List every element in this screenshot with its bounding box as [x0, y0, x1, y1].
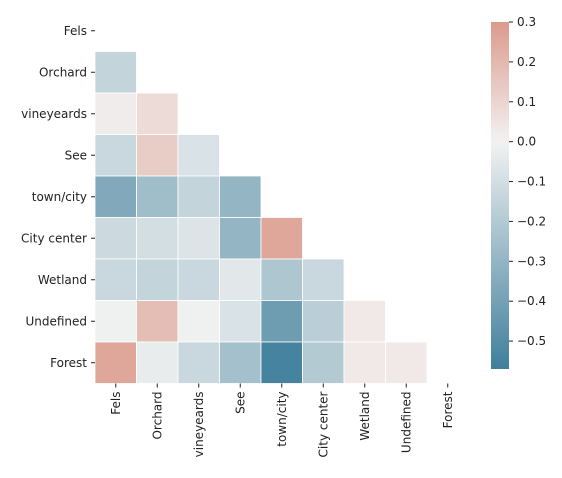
colorbar-tick-label: −0.3 [517, 254, 546, 268]
heatmap-cell-8-7 [386, 342, 428, 384]
heatmap-cell-6-0 [95, 259, 137, 301]
y-tick-label: City center [21, 231, 87, 245]
heatmap-cell-3-2 [178, 135, 220, 177]
x-tick-label: See [233, 392, 247, 414]
x-tick-label: Fels [109, 392, 123, 415]
heatmap-cell-6-4 [261, 259, 303, 301]
colorbar-tick-label: −0.5 [517, 334, 546, 348]
heatmap-cell-8-1 [137, 342, 179, 384]
heatmap-cell-4-2 [178, 176, 220, 218]
heatmap-cell-5-3 [220, 218, 262, 260]
x-tick-label: town/city [275, 392, 289, 447]
heatmap-cell-8-4 [261, 342, 303, 384]
x-tick-label: Undefined [399, 392, 413, 454]
heatmap-cell-6-2 [178, 259, 220, 301]
heatmap-cell-1-0 [95, 52, 137, 94]
x-tick-label: Wetland [358, 392, 372, 441]
heatmap-cell-6-5 [303, 259, 345, 301]
colorbar-tick-label: −0.2 [517, 214, 546, 228]
heatmap-cell-8-6 [344, 342, 386, 384]
colorbar-tick-label: −0.1 [517, 175, 546, 189]
x-axis: Fels Orchard vineyeards See town/city City ce… [109, 384, 455, 458]
y-axis: Fels Orchard vineyeards See town/city City ce… [21, 24, 95, 370]
colorbar-tick-label: 0.2 [517, 55, 536, 69]
heatmap-cell-7-3 [220, 301, 262, 343]
colorbar-tick-label: −0.4 [517, 294, 546, 308]
heatmap-cells [95, 52, 427, 384]
heatmap-cell-8-2 [178, 342, 220, 384]
heatmap-cell-7-0 [95, 301, 137, 343]
heatmap-cell-8-5 [303, 342, 345, 384]
heatmap-cell-3-1 [137, 135, 179, 177]
y-tick-label: See [65, 148, 87, 162]
colorbar-ticks: 0.3 0.2 0.1 0.0 −0.1 −0.2 −0.3 −0.4 −0.5 [509, 15, 546, 348]
heatmap-cell-8-3 [220, 342, 262, 384]
heatmap-cell-3-0 [95, 135, 137, 177]
heatmap-cell-5-2 [178, 218, 220, 260]
y-tick-label: Forest [50, 356, 87, 370]
heatmap-cell-7-6 [344, 301, 386, 343]
colorbar-gradient [491, 22, 509, 369]
heatmap-cell-7-5 [303, 301, 345, 343]
colorbar-tick-label: 0.1 [517, 95, 536, 109]
heatmap-cell-4-0 [95, 176, 137, 218]
heatmap-cell-5-1 [137, 218, 179, 260]
heatmap-cell-4-1 [137, 176, 179, 218]
y-tick-label: Orchard [39, 65, 87, 79]
x-tick-label: Orchard [150, 392, 164, 440]
y-tick-label: Wetland [38, 273, 87, 287]
y-tick-label: town/city [32, 190, 87, 204]
x-tick-label: vineyeards [192, 392, 206, 458]
heatmap-cell-6-3 [220, 259, 262, 301]
y-tick-label: vineyeards [21, 107, 87, 121]
heatmap-cell-7-1 [137, 301, 179, 343]
heatmap-cell-6-1 [137, 259, 179, 301]
heatmap-cell-8-0 [95, 342, 137, 384]
y-tick-label: Undefined [25, 314, 87, 328]
heatmap-cell-5-4 [261, 218, 303, 260]
y-tick-label: Fels [64, 24, 87, 38]
heatmap-cell-2-0 [95, 93, 137, 135]
colorbar: 0.3 0.2 0.1 0.0 −0.1 −0.2 −0.3 −0.4 −0.5 [491, 15, 546, 369]
x-tick-label: City center [316, 391, 330, 457]
x-tick-label: Forest [441, 391, 455, 428]
heatmap-cell-4-3 [220, 176, 262, 218]
heatmap-cell-5-0 [95, 218, 137, 260]
heatmap-cell-7-2 [178, 301, 220, 343]
heatmap-cell-7-4 [261, 301, 303, 343]
colorbar-tick-label: 0.3 [517, 15, 536, 29]
heatmap-cell-2-1 [137, 93, 179, 135]
colorbar-tick-label: 0.0 [517, 135, 536, 149]
